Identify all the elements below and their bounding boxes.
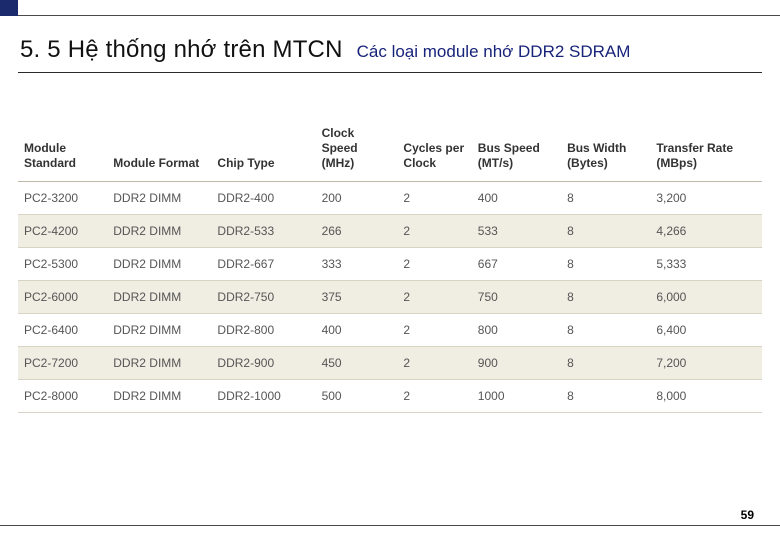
- table-cell: DDR2-1000: [211, 380, 315, 413]
- table-cell: 400: [472, 182, 561, 215]
- table-cell: 8: [561, 380, 650, 413]
- slide-title: 5. 5 Hệ thống nhớ trên MTCN: [20, 36, 343, 64]
- table-cell: 4,266: [650, 215, 762, 248]
- table-cell: PC2-6000: [18, 281, 107, 314]
- slide-heading: 5. 5 Hệ thống nhớ trên MTCN Các loại mod…: [20, 36, 760, 64]
- page-number: 59: [741, 508, 754, 522]
- table-row: PC2-4200DDR2 DIMMDDR2-533266253384,266: [18, 215, 762, 248]
- table-cell: DDR2 DIMM: [107, 314, 211, 347]
- table-cell: 2: [397, 182, 471, 215]
- col-header: Bus Speed (MT/s): [472, 120, 561, 182]
- table-cell: 2: [397, 215, 471, 248]
- table-cell: 6,400: [650, 314, 762, 347]
- table-cell: 900: [472, 347, 561, 380]
- ddr2-table-container: Module Standard Module Format Chip Type …: [18, 120, 762, 413]
- top-rule: [0, 0, 780, 16]
- table-cell: 750: [472, 281, 561, 314]
- table-cell: DDR2-400: [211, 182, 315, 215]
- table-cell: PC2-7200: [18, 347, 107, 380]
- col-header: Module Format: [107, 120, 211, 182]
- table-cell: PC2-3200: [18, 182, 107, 215]
- table-cell: 800: [472, 314, 561, 347]
- table-cell: DDR2-750: [211, 281, 315, 314]
- table-row: PC2-7200DDR2 DIMMDDR2-900450290087,200: [18, 347, 762, 380]
- table-cell: 8,000: [650, 380, 762, 413]
- col-header: Module Standard: [18, 120, 107, 182]
- bottom-rule: [0, 525, 780, 526]
- table-cell: 2: [397, 347, 471, 380]
- table-row: PC2-6400DDR2 DIMMDDR2-800400280086,400: [18, 314, 762, 347]
- table-cell: 8: [561, 182, 650, 215]
- table-cell: 533: [472, 215, 561, 248]
- table-cell: 8: [561, 281, 650, 314]
- table-cell: DDR2-667: [211, 248, 315, 281]
- table-row: PC2-5300DDR2 DIMMDDR2-667333266785,333: [18, 248, 762, 281]
- table-cell: 1000: [472, 380, 561, 413]
- table-cell: 7,200: [650, 347, 762, 380]
- table-body: PC2-3200DDR2 DIMMDDR2-400200240083,200PC…: [18, 182, 762, 413]
- heading-underline: [18, 72, 762, 73]
- table-row: PC2-3200DDR2 DIMMDDR2-400200240083,200: [18, 182, 762, 215]
- table-cell: 500: [316, 380, 398, 413]
- table-header: Module Standard Module Format Chip Type …: [18, 120, 762, 182]
- col-header: Cycles per Clock: [397, 120, 471, 182]
- table-cell: DDR2 DIMM: [107, 380, 211, 413]
- table-cell: DDR2 DIMM: [107, 281, 211, 314]
- table-cell: 450: [316, 347, 398, 380]
- table-cell: DDR2 DIMM: [107, 347, 211, 380]
- col-header: Chip Type: [211, 120, 315, 182]
- table-cell: PC2-5300: [18, 248, 107, 281]
- table-cell: 266: [316, 215, 398, 248]
- table-cell: DDR2-900: [211, 347, 315, 380]
- col-header: Transfer Rate (MBps): [650, 120, 762, 182]
- table-cell: 5,333: [650, 248, 762, 281]
- table-cell: 667: [472, 248, 561, 281]
- table-cell: 8: [561, 347, 650, 380]
- table-cell: PC2-8000: [18, 380, 107, 413]
- table-cell: DDR2 DIMM: [107, 215, 211, 248]
- table-cell: 2: [397, 314, 471, 347]
- table-cell: 200: [316, 182, 398, 215]
- table-cell: 333: [316, 248, 398, 281]
- table-cell: 8: [561, 215, 650, 248]
- table-cell: 375: [316, 281, 398, 314]
- table-cell: 8: [561, 314, 650, 347]
- table-row: PC2-6000DDR2 DIMMDDR2-750375275086,000: [18, 281, 762, 314]
- table-cell: 400: [316, 314, 398, 347]
- ddr2-table: Module Standard Module Format Chip Type …: [18, 120, 762, 413]
- table-cell: DDR2-800: [211, 314, 315, 347]
- table-cell: DDR2 DIMM: [107, 248, 211, 281]
- table-cell: PC2-6400: [18, 314, 107, 347]
- table-cell: DDR2 DIMM: [107, 182, 211, 215]
- table-cell: 3,200: [650, 182, 762, 215]
- top-accent-block: [0, 0, 18, 16]
- slide-subtitle: Các loại module nhớ DDR2 SDRAM: [357, 42, 631, 62]
- table-cell: 2: [397, 248, 471, 281]
- col-header: Clock Speed (MHz): [316, 120, 398, 182]
- table-cell: 2: [397, 380, 471, 413]
- table-cell: 8: [561, 248, 650, 281]
- col-header: Bus Width (Bytes): [561, 120, 650, 182]
- table-row: PC2-8000DDR2 DIMMDDR2-10005002100088,000: [18, 380, 762, 413]
- table-cell: 6,000: [650, 281, 762, 314]
- table-cell: DDR2-533: [211, 215, 315, 248]
- table-cell: 2: [397, 281, 471, 314]
- table-cell: PC2-4200: [18, 215, 107, 248]
